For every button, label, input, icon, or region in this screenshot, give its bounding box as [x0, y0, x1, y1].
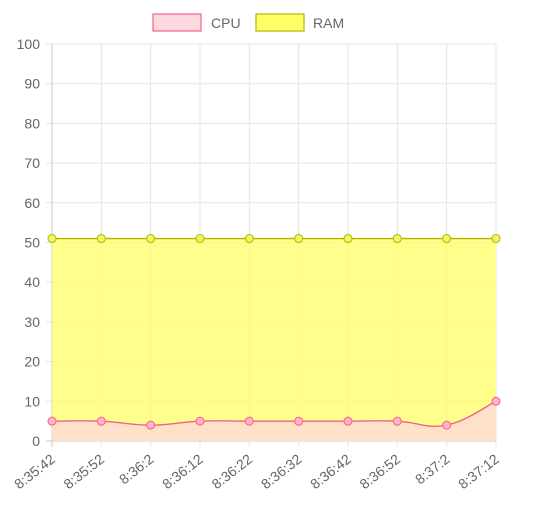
- cpu-point[interactable]: [195, 416, 205, 426]
- y-tick-label: 50: [24, 235, 40, 251]
- cpu-line: [51, 400, 497, 427]
- ram-area: [52, 238, 496, 441]
- x-tick-label: 8:35:52: [61, 451, 108, 492]
- ram-point[interactable]: [491, 234, 501, 244]
- y-tick-label: 40: [24, 274, 40, 290]
- cpu-point[interactable]: [442, 420, 452, 430]
- x-tick-label: 8:36:32: [258, 451, 305, 492]
- y-tick-label: 10: [24, 393, 40, 409]
- cpu-point[interactable]: [96, 416, 106, 426]
- ram-point[interactable]: [195, 234, 205, 244]
- ram-legend-swatch[interactable]: [255, 13, 305, 32]
- ram-point[interactable]: [294, 234, 304, 244]
- y-tick-label: 0: [32, 433, 40, 449]
- x-tick-label: 8:36:42: [307, 451, 354, 492]
- y-tick-label: 70: [24, 155, 40, 171]
- ram-point[interactable]: [244, 234, 254, 244]
- chart-legend[interactable]: CPU RAM: [152, 13, 344, 32]
- x-tick-label: 8:35:42: [11, 451, 58, 492]
- y-tick-label: 60: [24, 195, 40, 211]
- cpu-point[interactable]: [146, 420, 156, 430]
- cpu-point[interactable]: [244, 416, 254, 426]
- ram-point[interactable]: [442, 234, 452, 244]
- x-tick-label: 8:36:2: [116, 451, 157, 488]
- cpu-point[interactable]: [47, 416, 57, 426]
- y-tick-label: 30: [24, 314, 40, 330]
- x-tick-label: 8:36:12: [159, 451, 206, 492]
- series-points[interactable]: [47, 234, 501, 430]
- cpu-point[interactable]: [343, 416, 353, 426]
- cpu-point[interactable]: [491, 396, 501, 406]
- ram-point[interactable]: [392, 234, 402, 244]
- y-tick-label: 90: [24, 76, 40, 92]
- ram-legend-label[interactable]: RAM: [313, 15, 344, 31]
- x-tick-label: 8:37:2: [412, 451, 453, 488]
- ram-point[interactable]: [47, 234, 57, 244]
- x-axis-ticks: 8:35:42 8:35:52 8:36:2 8:36:12 8:36:22 8:36:3…: [11, 451, 502, 492]
- cpu-point[interactable]: [392, 416, 402, 426]
- series-lines: [51, 237, 497, 427]
- y-tick-label: 20: [24, 354, 40, 370]
- y-axis-ticks: 0 10 20 30 40 50 60 70 80 90 100: [17, 36, 41, 449]
- cpu-legend-swatch[interactable]: [152, 13, 202, 32]
- y-tick-label: 100: [17, 36, 41, 52]
- ram-point[interactable]: [146, 234, 156, 244]
- y-tick-label: 80: [24, 115, 40, 131]
- x-tick-label: 8:37:12: [455, 451, 502, 492]
- x-tick-label: 8:36:52: [357, 451, 404, 492]
- cpu-legend-label[interactable]: CPU: [211, 15, 241, 31]
- x-tick-label: 8:36:22: [209, 451, 256, 492]
- series-areas: [52, 238, 496, 441]
- ram-point[interactable]: [96, 234, 106, 244]
- ram-point[interactable]: [343, 234, 353, 244]
- cpu-point[interactable]: [294, 416, 304, 426]
